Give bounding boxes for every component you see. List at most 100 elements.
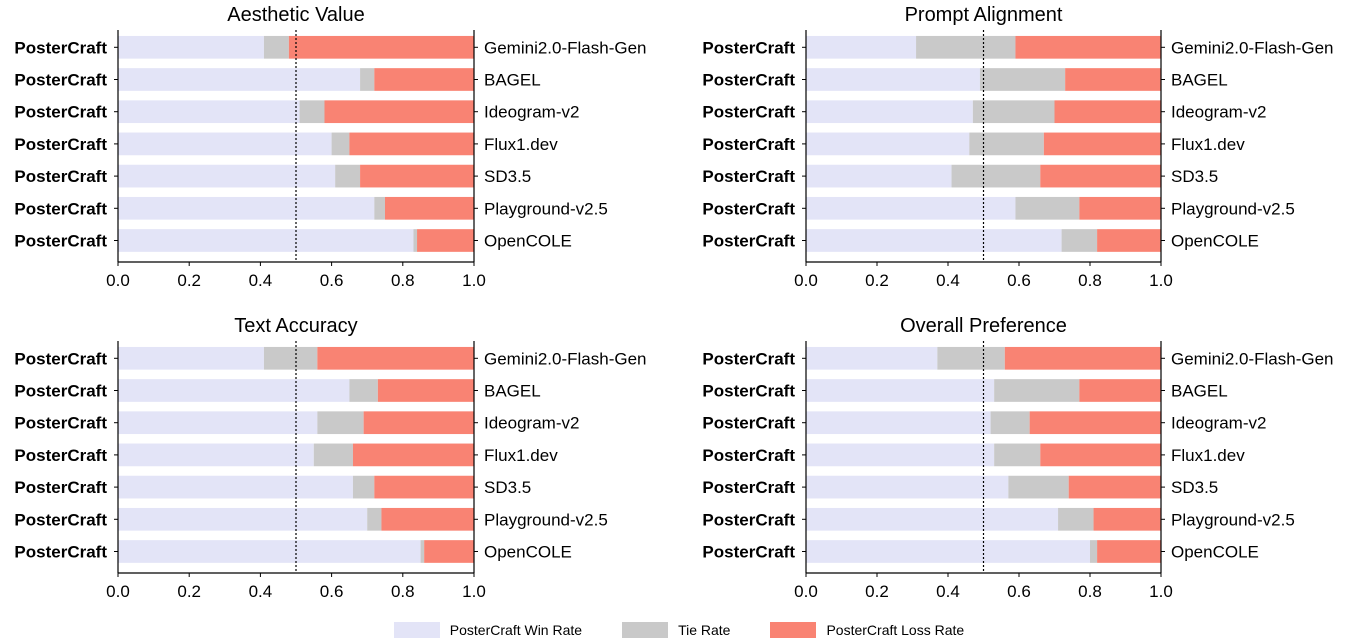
category-label: BAGEL — [484, 382, 541, 401]
x-tick-label: 1.0 — [462, 271, 486, 290]
legend-item-win: PosterCraft Win Rate — [393, 622, 583, 638]
x-tick-label: 0.2 — [177, 271, 201, 290]
left-label: PosterCraft — [702, 103, 795, 122]
panel-title: Prompt Alignment — [905, 4, 1063, 26]
left-label: PosterCraft — [14, 414, 107, 433]
bar-tie — [979, 68, 1066, 91]
bar-loss — [1068, 475, 1161, 499]
bar-tie — [263, 35, 289, 59]
left-label: PosterCraft — [14, 349, 107, 368]
left-label: PosterCraft — [702, 543, 795, 562]
category-label: BAGEL — [484, 71, 541, 90]
x-tick-label: 0.8 — [391, 271, 415, 290]
category-label: Gemini2.0-Flash-Gen — [484, 349, 647, 368]
category-label: Flux1.dev — [484, 135, 558, 154]
left-label: PosterCraft — [702, 382, 795, 401]
bar-loss — [1097, 540, 1161, 563]
bar-loss — [317, 346, 474, 370]
left-label: PosterCraft — [14, 232, 107, 251]
x-tick-label: 0.8 — [1078, 271, 1102, 290]
x-tick-label: 1.0 — [1149, 271, 1173, 290]
bar-loss — [360, 164, 474, 188]
left-label: PosterCraft — [702, 71, 795, 90]
category-label: SD3.5 — [484, 478, 531, 497]
bar-tie — [1090, 540, 1098, 563]
bar-loss — [1054, 100, 1161, 124]
bar-win — [118, 475, 353, 499]
bar-win — [118, 229, 414, 252]
x-tick-label: 0.6 — [1007, 271, 1031, 290]
category-label: Playground-v2.5 — [1171, 199, 1295, 218]
legend-swatch-loss — [770, 622, 817, 638]
category-label: Ideogram-v2 — [484, 414, 579, 433]
legend-item-loss: PosterCraft Loss Rate — [770, 622, 964, 638]
bar-loss — [1097, 229, 1161, 252]
bar-tie — [1061, 229, 1098, 252]
panel-title: Overall Preference — [900, 315, 1067, 337]
left-label: PosterCraft — [14, 167, 107, 186]
bar-tie — [916, 35, 1016, 59]
left-label: PosterCraft — [14, 199, 107, 218]
bar-tie — [994, 379, 1080, 402]
bar-loss — [1040, 164, 1161, 188]
bar-loss — [417, 229, 474, 252]
bar-win — [118, 540, 421, 563]
bar-loss — [1079, 196, 1161, 220]
bar-loss — [288, 35, 474, 59]
bar-tie — [994, 443, 1041, 467]
category-label: Flux1.dev — [1171, 446, 1245, 465]
bar-loss — [374, 475, 474, 499]
bar-loss — [1040, 443, 1161, 467]
bar-tie — [1008, 475, 1069, 499]
bar-tie — [1058, 507, 1094, 531]
bar-win — [118, 100, 300, 124]
left-label: PosterCraft — [14, 135, 107, 154]
category-label: Gemini2.0-Flash-Gen — [1171, 349, 1334, 368]
left-label: PosterCraft — [14, 543, 107, 562]
bar-win — [806, 132, 970, 156]
legend-label-win: PosterCraft Win Rate — [449, 622, 583, 638]
bar-tie — [299, 100, 325, 124]
x-tick-label: 0.6 — [1007, 582, 1031, 601]
chart-figure: Aesthetic Value PosterCraft Gemini2.0-Flas… — [14, 4, 1334, 601]
bar-win — [806, 68, 980, 91]
bar-win — [118, 68, 361, 91]
x-tick-label: 0.0 — [794, 582, 818, 601]
bar-win — [806, 475, 1009, 499]
left-label: PosterCraft — [702, 478, 795, 497]
legend: PosterCraft Win Rate Tie Rate PosterCraf… — [0, 622, 1358, 638]
bar-loss — [424, 540, 474, 563]
bar-tie — [951, 164, 1041, 188]
x-tick-label: 1.0 — [462, 582, 486, 601]
left-label: PosterCraft — [702, 349, 795, 368]
bar-loss — [363, 411, 474, 435]
bar-win — [806, 229, 1062, 252]
bar-win — [118, 35, 264, 59]
bar-tie — [263, 346, 318, 370]
bar-loss — [1065, 68, 1161, 91]
bar-tie — [331, 132, 350, 156]
category-label: BAGEL — [1171, 71, 1228, 90]
left-label: PosterCraft — [702, 135, 795, 154]
bar-win — [806, 35, 917, 59]
x-tick-label: 0.2 — [177, 582, 201, 601]
bar-tie — [937, 346, 1005, 370]
bar-win — [118, 164, 336, 188]
bar-loss — [1015, 35, 1161, 59]
bar-win — [118, 346, 264, 370]
bar-win — [806, 411, 991, 435]
left-label: PosterCraft — [702, 232, 795, 251]
x-tick-label: 0.0 — [794, 271, 818, 290]
category-label: Playground-v2.5 — [484, 510, 608, 529]
category-label: SD3.5 — [1171, 478, 1218, 497]
bar-tie — [349, 379, 378, 402]
x-tick-label: 0.6 — [320, 271, 344, 290]
panel-title: Text Accuracy — [234, 315, 357, 337]
category-label: OpenCOLE — [1171, 543, 1259, 562]
bar-tie — [969, 132, 1044, 156]
bar-tie — [374, 196, 385, 220]
category-label: Ideogram-v2 — [484, 103, 579, 122]
bar-loss — [377, 379, 474, 402]
left-label: PosterCraft — [14, 71, 107, 90]
bar-tie — [990, 411, 1030, 435]
